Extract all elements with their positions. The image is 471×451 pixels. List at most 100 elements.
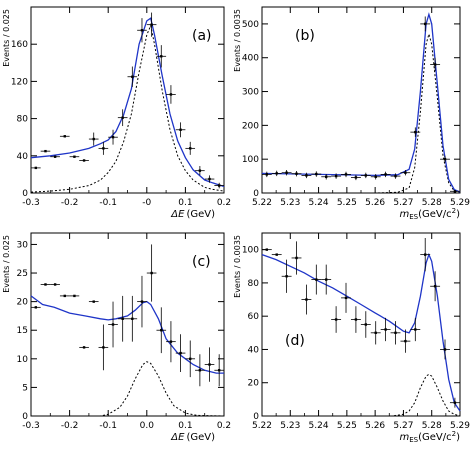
x-tick-label: 5.23 [280,198,300,208]
data-marker [150,271,153,275]
data-marker [344,173,348,176]
data-point [410,317,421,342]
data-marker [374,331,377,335]
x-label-unit: (GeV) [186,209,215,220]
x-label-subscript: ES [409,436,418,444]
x-label-close: ) [456,209,460,220]
data-point [146,12,157,37]
data-point [321,174,332,180]
panel-label: (d) [285,333,305,349]
data-point [390,321,401,345]
data-marker [433,285,437,288]
data-point [50,283,60,286]
data-point [69,294,80,298]
data-point [410,127,421,137]
x-tick-label: -0.2 [61,198,79,208]
data-point [350,306,361,333]
x-tick-label: 5.26 [365,421,385,431]
data-point [204,175,215,183]
data-marker [404,171,407,174]
data-marker [131,317,134,320]
y-tick-label: 80 [17,115,29,125]
y-tick-label: 100 [242,246,259,256]
data-marker [198,369,202,372]
data-marker [92,300,95,303]
data-marker [275,253,278,256]
total-fit-curve [261,12,461,193]
data-marker [334,318,338,321]
x-tick-label: -0.2 [61,421,79,431]
data-marker [344,296,348,300]
x-label-exponent: 2 [452,207,456,215]
data-marker [179,351,182,355]
x-tick-label: 5.25 [337,198,357,208]
x-tick-label: -0.1 [99,421,117,431]
data-point [175,122,186,138]
data-marker [160,55,163,58]
x-tick-label: -0.3 [22,421,40,431]
x-label-close: ) [456,432,460,443]
y-tick-label: 100 [242,155,259,165]
data-marker [44,283,47,286]
data-point [281,259,292,293]
data-marker [394,174,397,178]
y-tick-label: 20 [248,379,260,389]
data-marker [414,328,417,331]
y-tick-label: 40 [17,152,29,162]
data-marker [295,172,298,175]
data-marker [374,175,377,178]
x-tick-label: 5.22 [252,421,272,431]
data-marker [305,174,308,177]
y-axis-label: Events / 0.025 [2,235,11,293]
panel-b: 5.22 5.23 5.24 5.25 5.26 5.27 5.28 5.29 0 100 200 3… [233,6,470,221]
data-marker [364,174,368,177]
y-tick-label: 0 [253,189,259,199]
x-tick-label: 5.27 [393,421,413,431]
x-tick-label: 5.24 [309,198,329,208]
data-marker [433,63,437,66]
data-marker [424,253,427,256]
data-marker [295,256,298,260]
data-point [420,16,431,32]
data-point [440,155,450,163]
x-tick-label: 5.28 [422,198,442,208]
data-point [430,57,441,72]
data-marker [198,169,202,172]
data-marker [34,306,38,309]
y-tick-label: 160 [11,40,28,50]
x-tick-label: 5.27 [393,198,413,208]
data-point [40,149,51,153]
y-tick-label: 40 [248,345,260,355]
data-point [88,300,99,303]
x-tick-label: 5.23 [280,421,300,431]
signal-fit-curve [262,32,461,194]
panel-d: 5.22 5.23 5.24 5.25 5.26 5.27 5.28 5.29 0 20 40 60 8… [233,232,470,444]
data-point [108,301,118,348]
data-marker [305,298,308,301]
signal-fit-curve [31,361,225,417]
panel-c: -0.3 -0.2 -0.1 0.0 0.1 0.2 0 5 10 15 20 25 30 Events … [2,232,231,443]
x-tick-label: -0 [142,198,151,208]
data-marker [453,190,457,193]
data-marker [92,137,95,141]
data-point [98,324,109,371]
data-point [146,244,157,302]
data-marker [414,130,417,134]
x-tick-label: 5.26 [365,198,385,208]
y-tick-label: 0 [22,412,28,422]
x-tick-label: 0.1 [178,198,192,208]
data-point [341,282,351,313]
data-point [301,172,312,179]
x-label-symbol: m [399,209,409,220]
data-marker [217,184,221,187]
data-point [127,295,138,342]
data-marker [285,171,288,174]
data-point [59,135,70,138]
data-marker [63,135,66,138]
x-axis-label: mES(GeV/c2) [399,207,460,221]
data-point [98,141,109,155]
data-marker [394,331,397,335]
y-tick-label: 500 [242,20,259,30]
data-marker [102,147,105,150]
